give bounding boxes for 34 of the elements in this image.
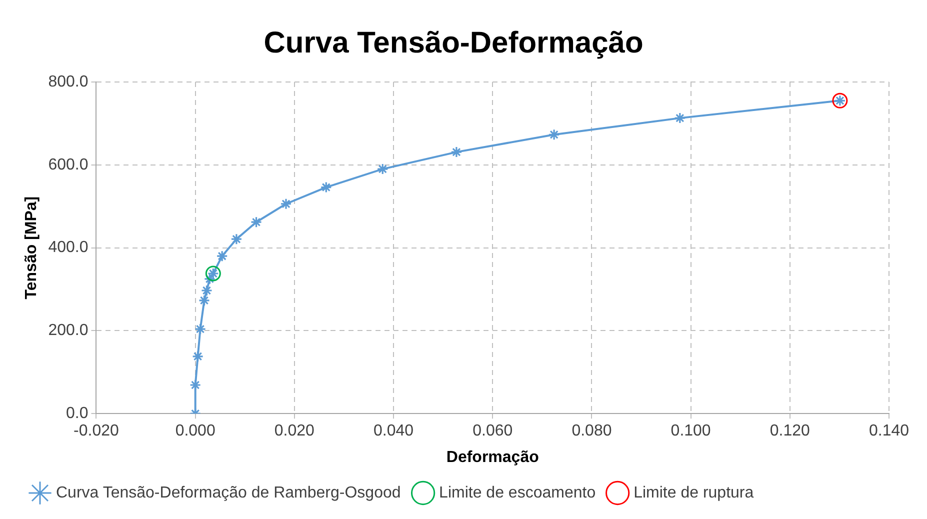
- y-tick-label: 200.0: [48, 322, 88, 340]
- y-tick-label: 0.0: [66, 405, 88, 422]
- y-tick-label: 800.0: [48, 73, 88, 90]
- chart-title: Curva Tensão-Deformação: [264, 26, 644, 60]
- legend-label: Limite de ruptura: [634, 484, 754, 502]
- x-tick-label: 0.140: [868, 422, 910, 440]
- x-tick-label: 0.040: [374, 422, 414, 440]
- point: [376, 163, 388, 175]
- point: [320, 181, 332, 194]
- x-tick-label: 0.080: [572, 422, 612, 440]
- x-tick-label: 0.100: [670, 422, 711, 440]
- y-tick-label: 400.0: [48, 239, 88, 256]
- point: [194, 323, 206, 335]
- point: [192, 350, 204, 362]
- x-axis-title: Deformação: [446, 448, 540, 466]
- point: [198, 294, 210, 306]
- point: [280, 198, 292, 210]
- point: [450, 146, 462, 158]
- y-axis-title: Tensão [MPa]: [23, 196, 40, 300]
- point: [216, 250, 228, 262]
- x-tick-label: 0.060: [472, 422, 513, 440]
- point: [674, 112, 686, 124]
- x-tick-label: 0.000: [175, 422, 216, 440]
- x-tick-label: -0.020: [74, 422, 120, 440]
- x-tick-label: 0.020: [274, 422, 315, 440]
- legend-label: Curva Tensão-Deformação de Ramberg-Osgood: [56, 484, 401, 502]
- legend-label: Limite de escoamento: [439, 484, 596, 502]
- x-tick-label: 0.120: [770, 422, 810, 440]
- point: [548, 128, 560, 140]
- point: [200, 284, 213, 296]
- point: [190, 379, 202, 391]
- point: [230, 233, 242, 245]
- point: [250, 216, 262, 228]
- y-tick-label: 600.0: [48, 156, 88, 174]
